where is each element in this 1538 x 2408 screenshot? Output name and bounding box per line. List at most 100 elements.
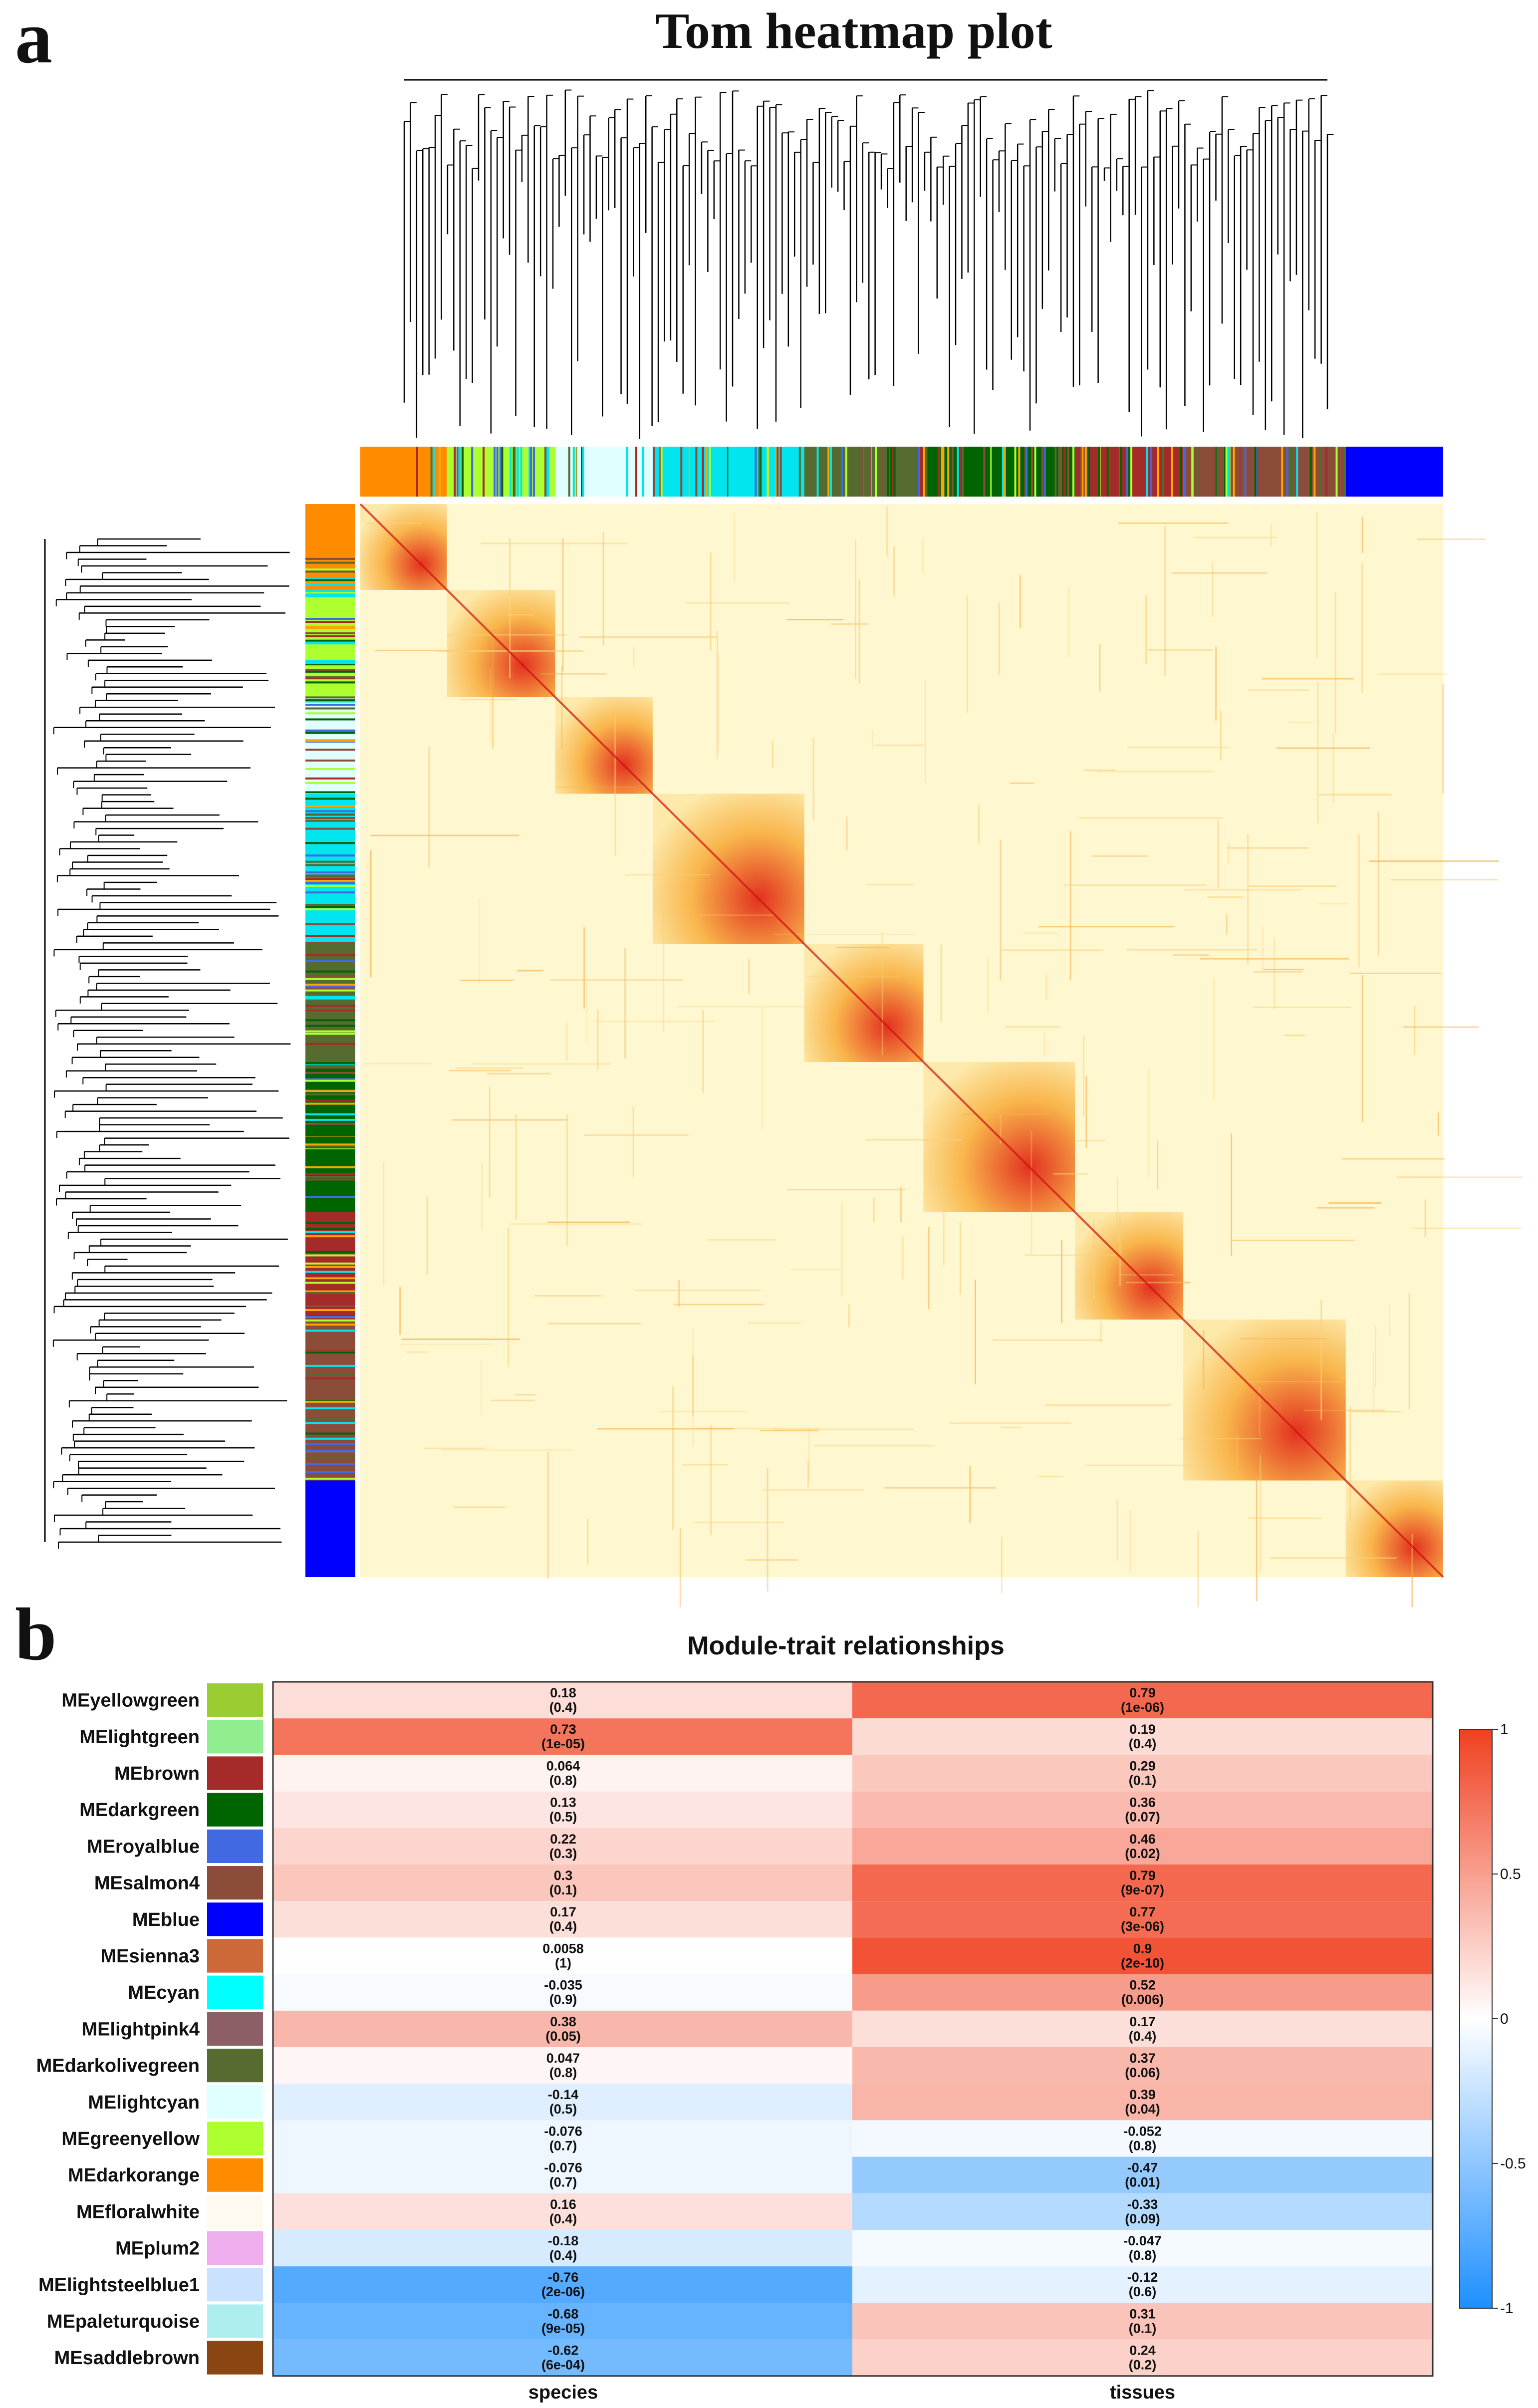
left-colorbar-stripe bbox=[305, 1351, 355, 1354]
left-colorbar-stripe bbox=[305, 1477, 355, 1480]
module-swatch bbox=[207, 1829, 263, 1863]
top-colorbar-stripe bbox=[1106, 447, 1109, 497]
module-row-label: MEblue bbox=[132, 1909, 200, 1930]
cell-correlation-value: -0.47 bbox=[1127, 2160, 1158, 2175]
tom-streak bbox=[555, 787, 636, 789]
module-trait-cells: 0.18(0.4)0.79(1e-06)0.73(1e-05)0.19(0.4)… bbox=[272, 1681, 1434, 2377]
panel-b-letter: b bbox=[15, 1593, 57, 1676]
module-trait-cell bbox=[852, 1865, 1433, 1901]
tom-streak bbox=[674, 1304, 764, 1306]
tom-streak bbox=[1119, 1274, 1174, 1276]
correlation-colorbar: 1 0.5 0 -0.5 -1 bbox=[1459, 1721, 1526, 2317]
left-colorbar-stripe bbox=[305, 627, 355, 630]
tom-streak bbox=[940, 944, 942, 1023]
left-colorbar-stripe bbox=[305, 986, 355, 988]
top-colorbar-stripe bbox=[1180, 447, 1182, 497]
top-colorbar-stripe bbox=[1225, 447, 1228, 497]
tom-streak bbox=[1316, 1207, 1375, 1209]
left-colorbar-stripe bbox=[305, 1271, 355, 1273]
left-colorbar-stripe bbox=[305, 1228, 355, 1230]
tom-streak bbox=[490, 668, 492, 741]
top-colorbar-stripe bbox=[941, 447, 943, 497]
tom-streak bbox=[949, 1422, 1072, 1424]
left-colorbar-stripe bbox=[305, 819, 355, 822]
module-swatch bbox=[207, 1720, 263, 1754]
left-colorbar-stripe bbox=[305, 578, 355, 580]
left-colorbar-stripe bbox=[305, 677, 355, 680]
tom-streak bbox=[1085, 1464, 1207, 1466]
tom-streak bbox=[514, 1394, 536, 1396]
tom-streak bbox=[893, 546, 895, 597]
tom-streak bbox=[1284, 1035, 1305, 1037]
top-colorbar-stripe bbox=[1120, 447, 1122, 497]
tom-streak bbox=[1119, 1214, 1121, 1287]
tom-streak bbox=[1157, 1141, 1159, 1190]
module-row-label: MEyellowgreen bbox=[61, 1690, 200, 1711]
top-colorbar-stripe bbox=[1146, 447, 1148, 497]
top-colorbar-stripe bbox=[439, 447, 441, 497]
left-colorbar-stripe bbox=[305, 1322, 355, 1325]
tom-streak bbox=[1424, 1199, 1426, 1237]
module-swatch bbox=[207, 2158, 263, 2192]
top-colorbar-stripe bbox=[1043, 447, 1046, 497]
tom-streak bbox=[924, 679, 926, 783]
left-colorbar-stripe bbox=[305, 718, 355, 721]
left-colorbar-stripe bbox=[305, 1471, 355, 1473]
top-colorbar-stripe bbox=[1171, 447, 1173, 497]
tom-streak bbox=[509, 1223, 642, 1225]
top-colorbar-stripe bbox=[1079, 447, 1082, 497]
top-colorbar-stripe bbox=[702, 447, 704, 497]
top-colorbar-segment bbox=[1183, 447, 1346, 497]
module-trait-cell bbox=[273, 1974, 853, 2011]
cell-correlation-value: -0.68 bbox=[548, 2306, 579, 2321]
top-colorbar-stripe bbox=[918, 447, 920, 497]
cell-correlation-value: -0.76 bbox=[548, 2270, 579, 2285]
tom-streak bbox=[1215, 646, 1217, 721]
left-colorbar-stripe bbox=[305, 663, 355, 666]
module-swatch bbox=[207, 2304, 263, 2338]
module-trait-cell bbox=[852, 1718, 1433, 1755]
left-colorbar-stripe bbox=[305, 827, 355, 830]
tom-streak bbox=[1001, 949, 1103, 951]
left-colorbar-stripe bbox=[305, 805, 355, 807]
left-colorbar-stripe bbox=[305, 978, 355, 980]
left-colorbar-stripe bbox=[305, 970, 355, 973]
tom-streak bbox=[363, 1063, 432, 1065]
tom-heatmap bbox=[44, 79, 1522, 1607]
tom-streak bbox=[716, 631, 718, 759]
top-colorbar-stripe bbox=[659, 447, 662, 497]
tom-streak bbox=[566, 1114, 568, 1247]
left-colorbar-stripe bbox=[305, 942, 355, 944]
cell-p-value: (0.4) bbox=[1129, 1736, 1157, 1751]
cell-correlation-value: 0.24 bbox=[1129, 2343, 1156, 2358]
tom-streak bbox=[1262, 927, 1264, 972]
trait-axis-labels: species tissues bbox=[528, 2382, 1175, 2403]
tom-streak bbox=[1228, 843, 1230, 864]
cell-p-value: (1) bbox=[555, 1955, 571, 1970]
module-trait-cell bbox=[273, 2339, 853, 2376]
tom-streak bbox=[487, 1072, 551, 1074]
tom-streak bbox=[370, 834, 519, 836]
tom-streak bbox=[1180, 1438, 1263, 1440]
left-colorbar-stripe bbox=[305, 954, 355, 956]
tom-streak bbox=[490, 1399, 535, 1401]
tom-streak bbox=[1417, 538, 1486, 540]
module-trait-cell bbox=[273, 2303, 853, 2340]
tom-streak bbox=[1317, 682, 1319, 823]
tom-streak bbox=[807, 1459, 809, 1488]
tom-streak bbox=[1442, 684, 1444, 794]
top-colorbar-stripe bbox=[725, 447, 727, 497]
tom-streak bbox=[875, 744, 924, 746]
tom-streak bbox=[1236, 1435, 1238, 1466]
module-swatch bbox=[207, 2341, 263, 2375]
cell-correlation-value: -0.18 bbox=[548, 2233, 579, 2248]
module-trait-cell bbox=[852, 2156, 1433, 2193]
top-colorbar-stripe bbox=[1088, 447, 1090, 497]
top-colorbar-stripe bbox=[861, 447, 863, 497]
top-colorbar-stripe bbox=[845, 447, 847, 497]
module-trait-cell bbox=[273, 1718, 853, 1755]
left-module-colorbar bbox=[305, 504, 355, 1577]
left-colorbar-stripe bbox=[305, 983, 355, 986]
tom-streak bbox=[686, 602, 790, 604]
top-colorbar-segment bbox=[360, 447, 447, 497]
